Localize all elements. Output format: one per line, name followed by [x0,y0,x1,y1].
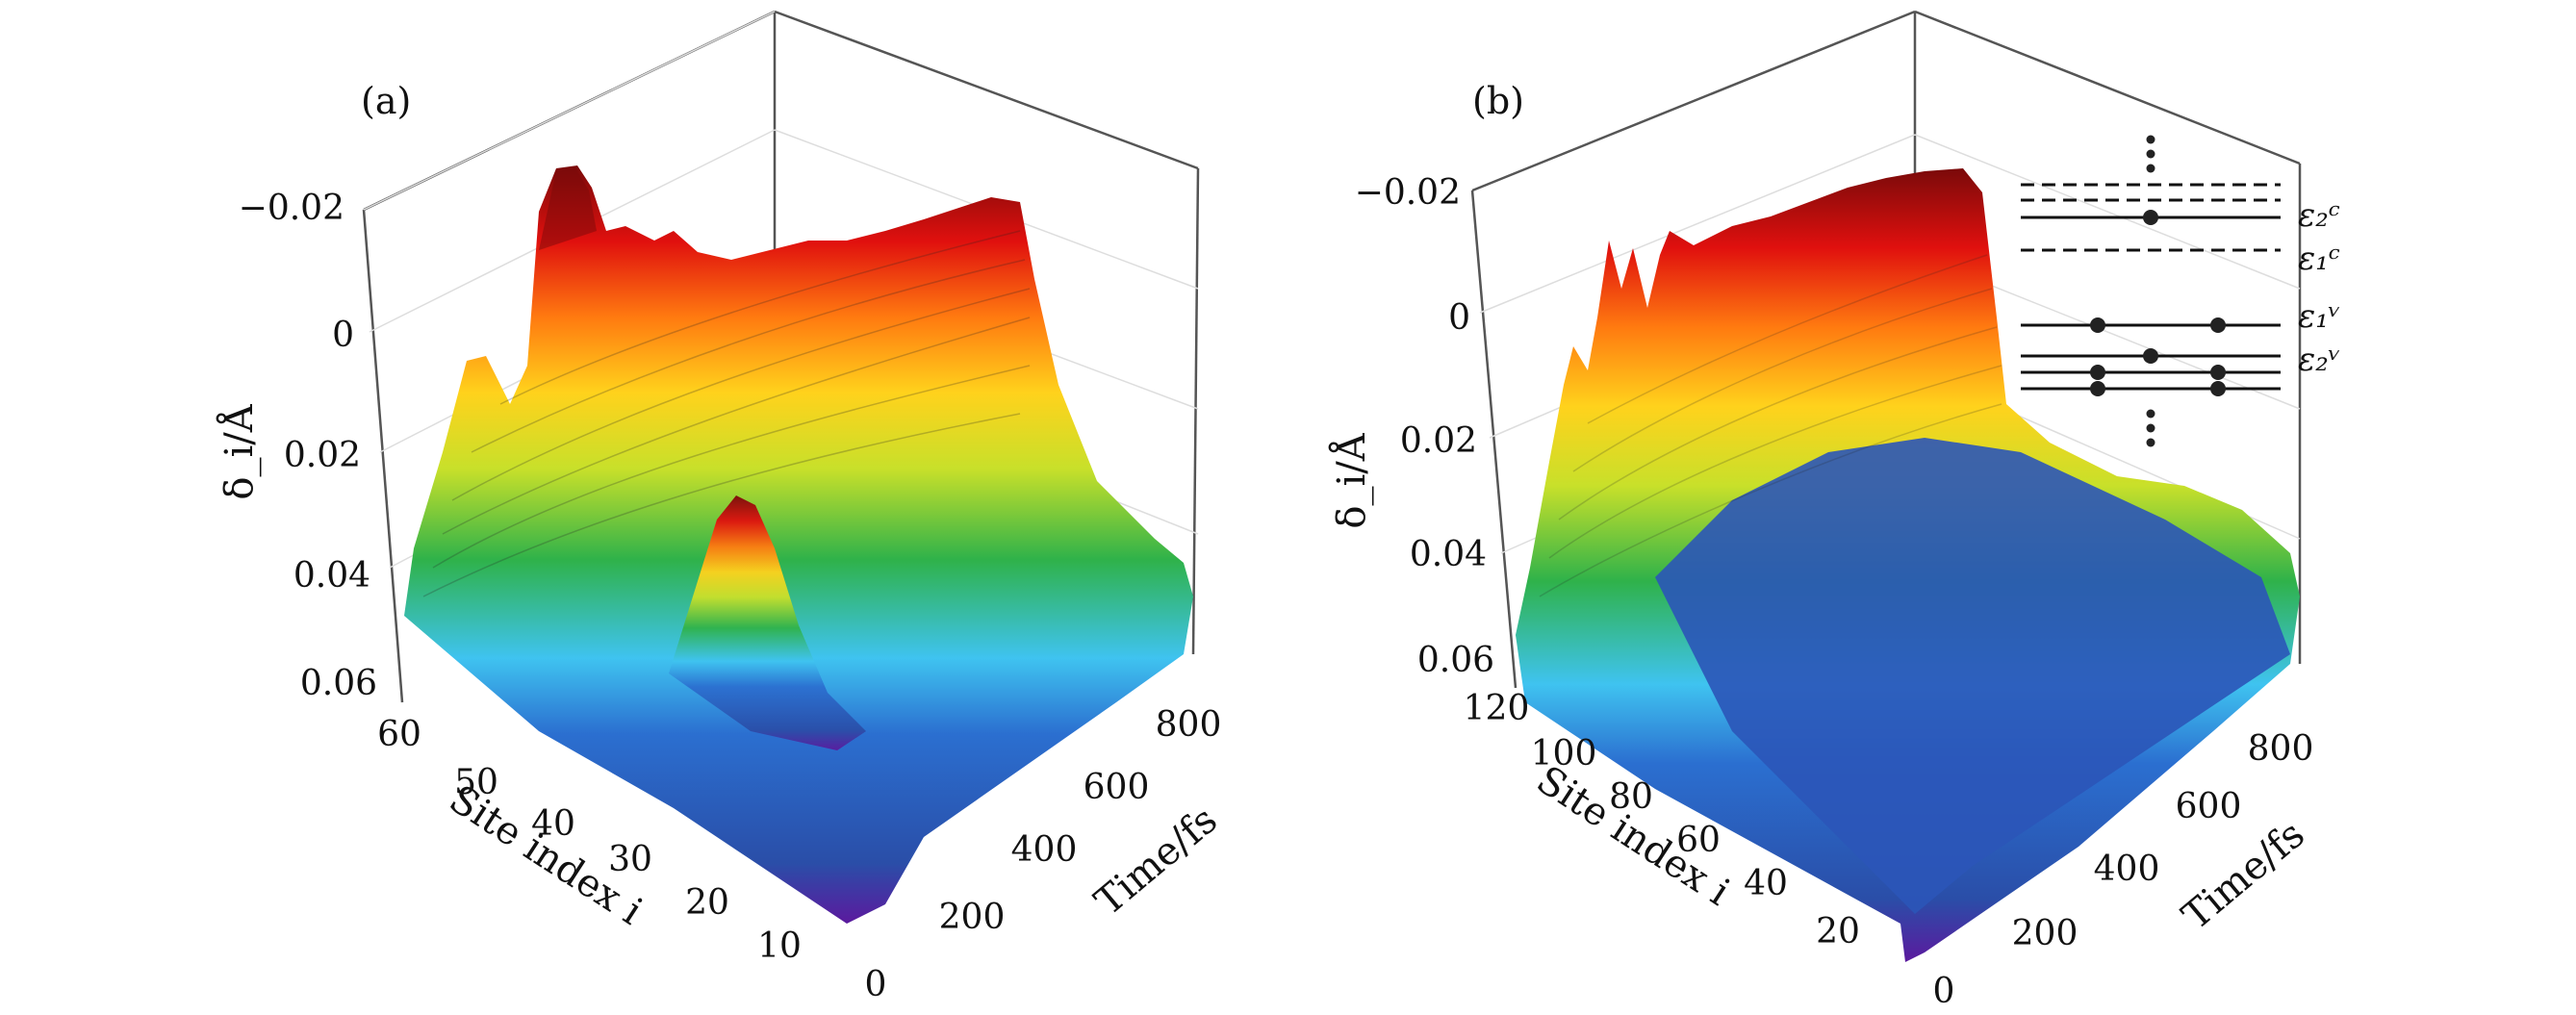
panel-b-site-tick: 40 [1744,864,1788,903]
panel-a-time-tick: 600 [1084,768,1150,807]
panel-b-time-tick: 0 [1933,972,1955,1011]
panel-b-site-tick: 80 [1609,777,1653,817]
panel-a-time-tick: 400 [1011,830,1078,870]
panel-a-ztick: −0.02 [239,189,344,228]
panel-b-time-tick: 400 [2094,850,2160,889]
panel-b-ztick: 0.04 [1410,535,1487,574]
panel-a-time-tick: 0 [865,965,887,1004]
level-label-e1c: ε₁ᶜ [2298,240,2340,278]
panel-b-site-tick-labels: 120 100 80 60 40 20 [1464,689,1860,952]
panel-b-ztick-labels: −0.02 0 0.02 0.04 0.06 [1355,173,1494,680]
panel-a-ztick: 0.04 [293,556,370,596]
panel-b-ylabel: Time/fs [2174,812,2312,939]
panel-a-time-tick-labels: 0 200 400 600 800 [865,705,1222,1004]
panel-a-ztick: 0.02 [284,436,361,475]
level-label-e2v: ε₂ᵛ [2298,341,2341,379]
panel-b-ztick: 0 [1448,298,1470,338]
panel-a-site-tick: 20 [685,883,729,923]
panel-b-time-tick-labels: 0 200 400 600 800 [1933,729,2314,1011]
panel-b-inset-levels: ε₂ᶜ ε₁ᶜ ε₁ᵛ ε₂ᵛ [2021,135,2341,447]
panel-b-site-tick: 60 [1676,821,1721,860]
panel-a-surface [404,165,1193,924]
panel-a-time-tick: 200 [939,898,1006,937]
panel-b-surface [1516,168,2300,962]
panel-a-ztick-labels: −0.02 0 0.02 0.04 0.06 [239,189,377,703]
panel-a-site-tick: 50 [454,763,498,802]
panel-a-ylabel: Time/fs [1086,798,1225,925]
level-label-e1v: ε₁ᵛ [2298,297,2341,336]
panel-b-ztick: 0.06 [1417,641,1494,680]
panel-a-site-tick: 10 [757,926,802,966]
panel-a-ztick: 0.06 [300,664,377,703]
panel-b-time-tick: 600 [2176,787,2242,826]
panel-b-zlabel: δ_i/Å [1329,432,1374,528]
panel-b-time-tick: 800 [2248,729,2314,769]
panel-a-label: (a) [361,80,411,122]
panel-b-site-tick: 100 [1531,734,1597,774]
panel-b-time-tick: 200 [2012,914,2079,953]
panel-a-site-tick: 60 [377,715,421,754]
panel-a-site-tick: 30 [608,840,652,879]
panel-b-ztick: −0.02 [1355,173,1461,213]
panel-a: −0.02 0 0.02 0.04 0.06 60 50 40 30 20 10… [217,10,1226,1004]
panel-b-ztick: 0.02 [1400,421,1477,461]
panel-b-site-tick: 120 [1464,689,1530,728]
panel-b-site-tick: 20 [1816,912,1860,952]
panel-b-label: (b) [1472,80,1524,122]
panel-a-time-tick: 800 [1156,705,1222,745]
level-label-e2c: ε₂ᶜ [2298,196,2340,235]
panel-a-site-tick: 40 [531,804,575,844]
panel-a-zlabel: δ_i/Å [217,403,262,499]
panel-b: ε₂ᶜ ε₁ᶜ ε₁ᵛ ε₂ᵛ −0.02 0 0.02 0.04 0.06 1… [1329,10,2341,1011]
panel-a-ztick: 0 [332,316,354,355]
panel-a-site-tick-labels: 60 50 40 30 20 10 [377,715,802,966]
